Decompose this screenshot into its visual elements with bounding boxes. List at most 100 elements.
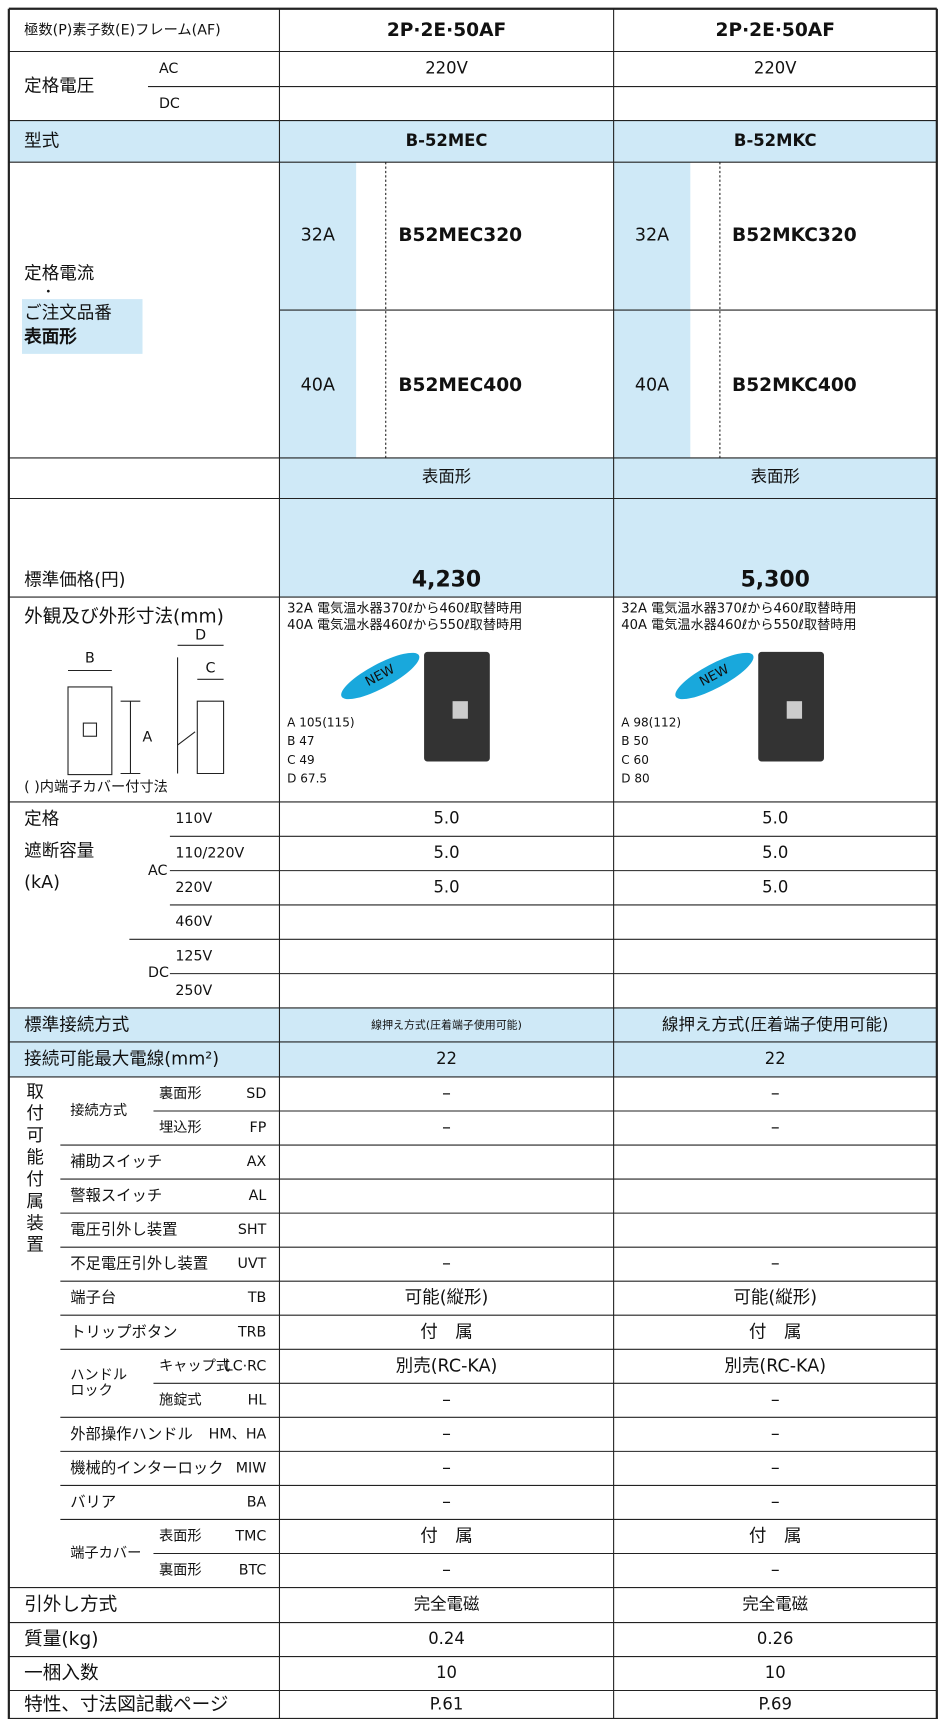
accessory-label-char: 可: [26, 1126, 44, 1146]
cell-text: 32A 電気温水器370ℓから460ℓ取替時用: [287, 601, 522, 617]
cell-text: 460V: [175, 914, 212, 930]
new-badge: [341, 652, 420, 700]
cell-text: 表面形: [751, 467, 800, 486]
cell-text: 4,230: [412, 568, 481, 593]
cell-text: B52MKC400: [732, 375, 857, 396]
product-label: [452, 701, 468, 719]
cell-text: FP: [250, 1120, 267, 1136]
cell-text: 220V: [754, 59, 797, 78]
cell-fill: [279, 457, 937, 499]
cell-text: HM、HA: [209, 1426, 267, 1442]
cell-text: 定格電圧: [24, 77, 94, 97]
cell-text: 0.24: [428, 1629, 465, 1648]
cell-text: LC·RC: [225, 1358, 267, 1374]
cell-text: 特性、寸法図記載ページ: [24, 1694, 228, 1715]
cell-text: 引外し方式: [24, 1595, 117, 1616]
cell-text: 10: [765, 1663, 786, 1682]
cell-text: 40A 電気温水器460ℓから550ℓ取替時用: [621, 617, 856, 633]
cell-text: 220V: [175, 880, 212, 896]
cell-text: 裏面形: [159, 1084, 202, 1102]
accessory-label-char: 能: [26, 1148, 44, 1168]
cell-text: 110V: [175, 811, 212, 827]
cell-text: –: [771, 1561, 780, 1581]
cell-text: バリア: [70, 1493, 116, 1511]
cell-text: 施錠式: [159, 1391, 202, 1408]
accessory-label-char: 取: [26, 1082, 44, 1102]
cell-text: B52MEC320: [398, 225, 522, 246]
new-badge: [675, 652, 754, 700]
cell-text: B 50: [621, 734, 648, 748]
accessory-label-char: 属: [26, 1192, 44, 1212]
cell-text: 可能(縦形): [405, 1288, 489, 1308]
cell-text: 線押え方式(圧着端子使用可能): [371, 1017, 522, 1031]
cell-text: 型式: [24, 131, 59, 151]
cell-text: 定格電流: [24, 264, 94, 284]
cell-text: 5.0: [433, 877, 459, 896]
cell-text: AC: [159, 61, 178, 77]
cell-text: 外部操作ハンドル: [70, 1425, 193, 1443]
cell-text: 付 属: [749, 1322, 802, 1342]
cell-text: 32A: [301, 226, 335, 246]
cell-text: B 47: [287, 734, 314, 748]
cell-text: 質量(kg): [24, 1629, 98, 1650]
cell-text: 10: [436, 1663, 457, 1682]
cell-fill: [279, 498, 937, 598]
cell-text: 端子カバー: [70, 1544, 141, 1561]
cell-text: 接続可能最大電線(mm²): [24, 1049, 219, 1069]
cell-text: 埋込形: [159, 1119, 202, 1136]
cell-text: 2P·2E·50AF: [387, 20, 506, 41]
cell-text: 125V: [175, 948, 212, 964]
cell-text: ロック: [70, 1382, 113, 1399]
diagram-handle: [82, 722, 98, 737]
cell-text: 極数(P)素子数(E)フレーム(AF): [24, 22, 221, 39]
cell-text: 付 属: [420, 1526, 473, 1546]
cell-text: ご注文品番: [24, 303, 112, 323]
cell-text: 機械的インターロック: [70, 1459, 223, 1477]
accessory-label-char: 付: [26, 1104, 44, 1124]
cell-text: A: [143, 729, 153, 745]
cell-text: B-52MEC: [406, 131, 488, 150]
cell-text: 警報スイッチ: [70, 1187, 162, 1205]
cell-text: 5,300: [741, 568, 810, 593]
cell-text: ・: [42, 285, 55, 300]
cell-text: 表面形: [422, 467, 471, 486]
product-label: [786, 701, 803, 719]
cell-text: 表面形: [24, 326, 77, 347]
cell-text: 22: [436, 1049, 457, 1068]
cell-text: 可能(縦形): [733, 1288, 817, 1308]
cell-text: DC: [159, 96, 180, 112]
cell-text: 補助スイッチ: [70, 1153, 162, 1171]
cell-text: BTC: [239, 1563, 267, 1579]
cell-text: 別売(RC-KA): [396, 1356, 498, 1376]
cell-text: C: [205, 660, 215, 676]
cell-text: 0.26: [757, 1629, 794, 1648]
cell-text: 定格: [24, 810, 60, 830]
cell-text: –: [442, 1118, 451, 1138]
accessory-label-char: 置: [26, 1236, 44, 1256]
cell-text: 110/220V: [175, 845, 244, 861]
cell-text: BA: [247, 1494, 267, 1510]
cell-text: 端子台: [70, 1289, 116, 1307]
cell-text: MIW: [236, 1460, 267, 1476]
cell-text: キャップ式: [159, 1357, 230, 1374]
cell-text: AL: [249, 1188, 267, 1204]
cell-text: –: [771, 1458, 780, 1478]
cell-text: –: [442, 1390, 451, 1410]
cell-text: DC: [148, 965, 169, 981]
cell-text: 不足電圧引外し装置: [70, 1255, 208, 1273]
cell-text: 付 属: [749, 1526, 802, 1546]
cell-text: –: [442, 1492, 451, 1512]
cell-text: A 105(115): [287, 716, 354, 730]
diagram-body: [67, 686, 113, 776]
cell-text: 22: [765, 1049, 786, 1068]
cell-text: B: [85, 650, 95, 666]
cell-text: 2P·2E·50AF: [716, 20, 835, 41]
cell-text: –: [442, 1458, 451, 1478]
cell-text: C 49: [287, 753, 315, 767]
cell-text: SD: [246, 1086, 266, 1102]
cell-text: A 98(112): [621, 716, 681, 730]
cell-text: TB: [247, 1290, 266, 1306]
cell-text: (kA): [24, 873, 60, 893]
cell-text: SHT: [238, 1222, 267, 1238]
cell-text: AC: [148, 863, 167, 879]
